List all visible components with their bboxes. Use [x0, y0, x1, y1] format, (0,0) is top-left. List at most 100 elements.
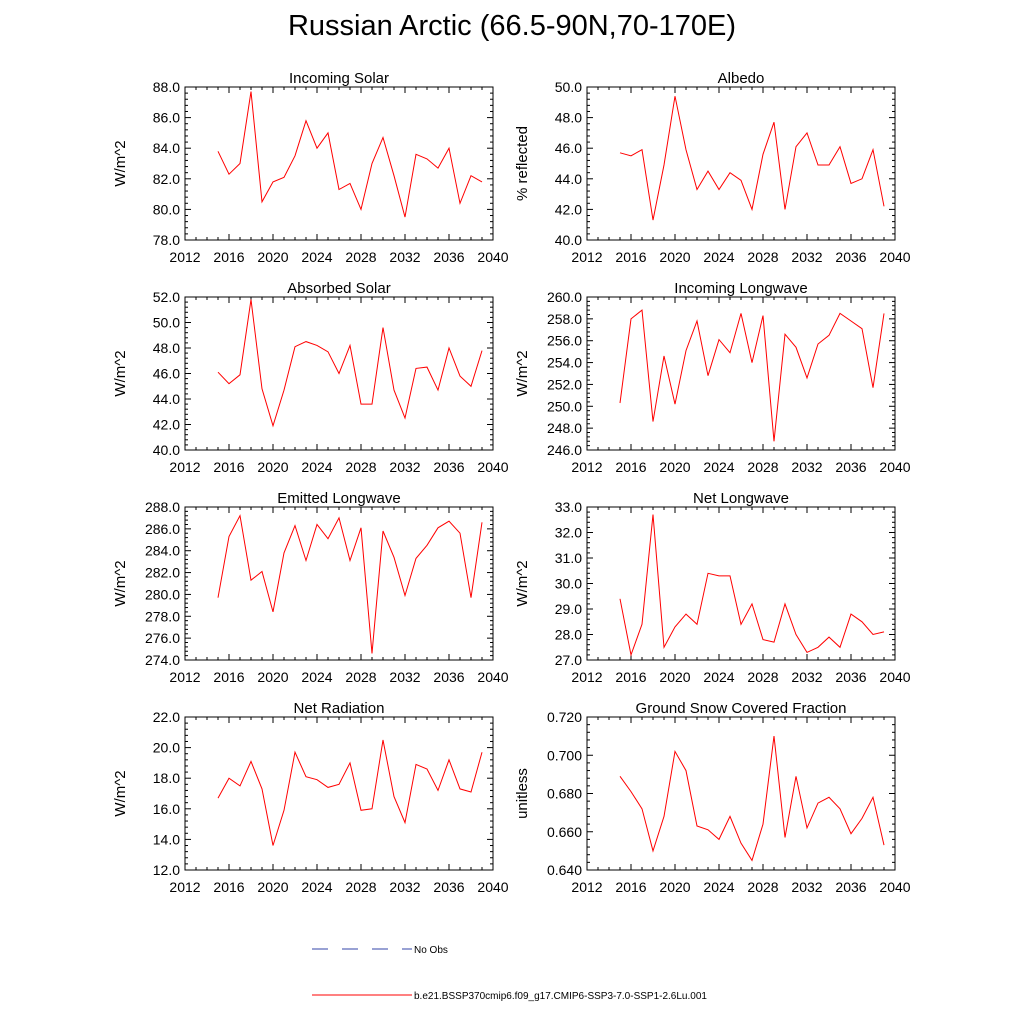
y-tick-label: 82.0 — [153, 171, 180, 187]
x-tick-label: 2032 — [791, 879, 822, 895]
y-tick-label: 30.0 — [555, 576, 582, 592]
page-title: Russian Arctic (66.5-90N,70-170E) — [287, 10, 737, 42]
x-tick-label: 2028 — [747, 879, 778, 895]
y-tick-label: 12.0 — [153, 862, 180, 878]
x-tick-label: 2036 — [835, 879, 866, 895]
panel-title: Incoming Solar — [289, 70, 389, 87]
y-tick-label: 246.0 — [547, 442, 582, 458]
panel-title: Incoming Longwave — [674, 280, 807, 297]
x-tick-label: 2028 — [747, 459, 778, 475]
x-tick-label: 2028 — [345, 459, 376, 475]
x-tick-label: 2028 — [747, 669, 778, 685]
y-tick-label: 50.0 — [153, 315, 180, 331]
y-tick-label: 42.0 — [555, 201, 582, 217]
y-tick-label: 27.0 — [555, 652, 582, 668]
series-line — [619, 96, 885, 221]
y-tick-label: 276.0 — [145, 630, 180, 646]
plot-frame — [586, 506, 896, 661]
x-tick-label: 2036 — [433, 879, 464, 895]
y-tick-label: 52.0 — [153, 289, 180, 305]
legend: No Obs b.e21.BSSP370cmip6.f09_g17.CMIP6-… — [312, 945, 707, 1002]
y-tick-label: 258.0 — [547, 311, 582, 327]
x-tick-label: 2016 — [615, 249, 646, 265]
x-tick-label: 2024 — [703, 459, 734, 475]
y-tick-label: 20.0 — [153, 740, 180, 756]
x-tick-label: 2028 — [345, 669, 376, 685]
chart-panel: Net Longwave W/m^2 2012 2016 2020 2024 2028 203… — [514, 490, 911, 685]
x-tick-label: 2016 — [615, 669, 646, 685]
y-tick-label: 0.680 — [547, 786, 582, 802]
chart-panel: Albedo % reflected 2012 2016 2020 2024 2028 203… — [514, 70, 911, 265]
series-line — [217, 91, 483, 218]
panel-title: Net Radiation — [294, 700, 385, 717]
panel-title: Absorbed Solar — [287, 280, 390, 297]
x-tick-label: 2020 — [659, 879, 690, 895]
chart-panel: Absorbed Solar W/m^2 2012 2016 2020 2024 2028 2… — [112, 280, 509, 475]
y-tick-label: 280.0 — [145, 586, 180, 602]
x-tick-label: 2032 — [389, 459, 420, 475]
x-tick-label: 2040 — [879, 669, 910, 685]
y-tick-label: 18.0 — [153, 770, 180, 786]
y-tick-label: 46.0 — [153, 366, 180, 382]
panel-title: Ground Snow Covered Fraction — [636, 700, 847, 717]
panel-title: Emitted Longwave — [277, 490, 400, 507]
y-tick-label: 252.0 — [547, 376, 582, 392]
x-tick-label: 2040 — [477, 249, 508, 265]
chart-panel: Net Radiation W/m^2 2012 2016 2020 2024 2028 20… — [112, 700, 509, 895]
x-tick-label: 2012 — [169, 879, 200, 895]
x-tick-label: 2032 — [791, 669, 822, 685]
y-tick-label: 50.0 — [555, 79, 582, 95]
series-line — [619, 736, 885, 862]
y-tick-label: 0.720 — [547, 709, 582, 725]
x-tick-label: 2028 — [345, 879, 376, 895]
x-tick-label: 2016 — [213, 669, 244, 685]
legend-model-label: b.e21.BSSP370cmip6.f09_g17.CMIP6-SSP3-7.… — [414, 991, 707, 1002]
series-line — [619, 514, 885, 657]
x-tick-label: 2040 — [477, 669, 508, 685]
y-tick-label: 48.0 — [555, 110, 582, 126]
x-tick-label: 2036 — [433, 459, 464, 475]
x-tick-label: 2020 — [659, 669, 690, 685]
y-axis-label: unitless — [514, 768, 531, 819]
x-tick-label: 2040 — [477, 879, 508, 895]
x-tick-label: 2020 — [659, 459, 690, 475]
y-axis-label: W/m^2 — [112, 560, 129, 606]
y-axis-label: W/m^2 — [112, 140, 129, 186]
y-tick-label: 42.0 — [153, 417, 180, 433]
x-tick-label: 2024 — [703, 879, 734, 895]
x-tick-label: 2032 — [389, 249, 420, 265]
panel-title: Net Longwave — [693, 490, 789, 507]
y-tick-label: 0.660 — [547, 824, 582, 840]
x-tick-label: 2032 — [791, 249, 822, 265]
x-tick-label: 2016 — [213, 249, 244, 265]
y-tick-label: 278.0 — [145, 608, 180, 624]
x-tick-label: 2016 — [615, 459, 646, 475]
y-tick-label: 0.700 — [547, 747, 582, 763]
y-tick-label: 282.0 — [145, 565, 180, 581]
y-tick-label: 274.0 — [145, 652, 180, 668]
x-tick-label: 2036 — [433, 249, 464, 265]
y-tick-label: 28.0 — [555, 627, 582, 643]
x-tick-label: 2028 — [747, 249, 778, 265]
x-tick-label: 2036 — [835, 249, 866, 265]
chart-panels: Incoming Solar W/m^2 2012 2016 2020 2024 2028 2… — [112, 70, 911, 895]
x-tick-label: 2032 — [389, 669, 420, 685]
x-tick-label: 2012 — [169, 459, 200, 475]
x-tick-label: 2024 — [301, 459, 332, 475]
chart-panel: Emitted Longwave W/m^2 2012 2016 2020 2024 202… — [112, 490, 509, 685]
y-axis-label: % reflected — [514, 126, 531, 201]
x-tick-label: 2016 — [213, 459, 244, 475]
y-tick-label: 284.0 — [145, 543, 180, 559]
x-tick-label: 2024 — [301, 249, 332, 265]
x-tick-label: 2020 — [257, 879, 288, 895]
legend-obs-label: No Obs — [414, 945, 448, 956]
x-tick-label: 2012 — [169, 249, 200, 265]
y-tick-label: 80.0 — [153, 201, 180, 217]
y-tick-label: 33.0 — [555, 499, 582, 515]
y-tick-label: 44.0 — [555, 171, 582, 187]
x-tick-label: 2040 — [879, 249, 910, 265]
y-tick-label: 32.0 — [555, 525, 582, 541]
y-axis-label: W/m^2 — [112, 770, 129, 816]
y-tick-label: 16.0 — [153, 801, 180, 817]
